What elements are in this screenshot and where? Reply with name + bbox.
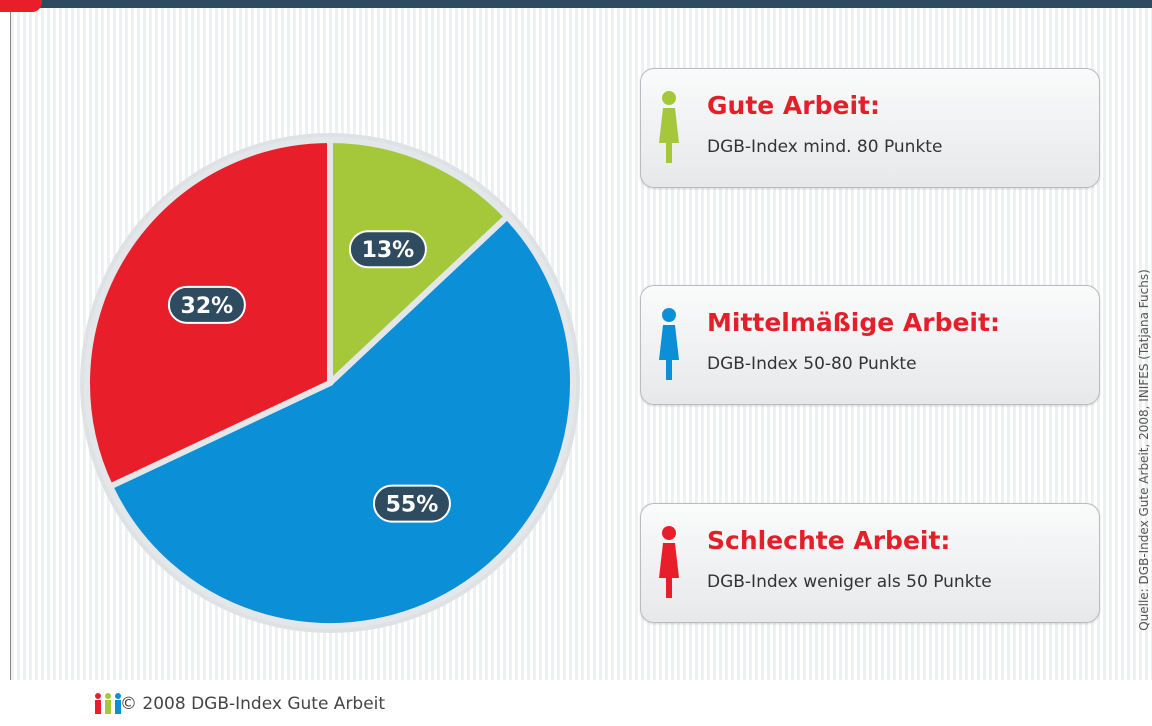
pie-slice — [106, 212, 576, 629]
icon-body — [659, 108, 679, 163]
icon-head — [662, 308, 676, 322]
icon-head — [662, 91, 676, 105]
value-label: 13% — [362, 238, 415, 263]
value-label-bg — [167, 285, 246, 324]
icon-body — [659, 543, 679, 598]
icon-head — [662, 526, 676, 540]
legend-description: DGB-Index 50-80 Punkte — [707, 354, 917, 374]
icon-body — [659, 325, 679, 380]
legend-item: Gute Arbeit: DGB-Index mind. 80 Punkte — [640, 68, 1100, 188]
legend-title: Gute Arbeit: — [707, 91, 880, 120]
legend-description: DGB-Index mind. 80 Punkte — [707, 137, 943, 157]
value-label-bg — [348, 230, 427, 269]
legend-icon — [659, 308, 679, 380]
legend-item: Schlechte Arbeit: DGB-Index weniger als 5… — [640, 503, 1100, 623]
legend-item: Mittelmäßige Arbeit: DGB-Index 50-80 Punk… — [640, 285, 1100, 405]
legend-title: Mittelmäßige Arbeit: — [707, 308, 1000, 337]
value-label-bg — [372, 484, 451, 523]
legend-icon — [659, 526, 679, 598]
value-label: 55% — [386, 493, 439, 518]
value-label: 32% — [181, 294, 234, 319]
legend-description: DGB-Index weniger als 50 Punkte — [707, 572, 992, 592]
top-tab — [0, 0, 42, 12]
legend-icon — [659, 91, 679, 163]
pie-chart: 13% 55% 32% — [80, 133, 580, 633]
top-bar — [0, 0, 1152, 8]
source: Quelle: DGB-Index Gute Arbeit, 2008, INI… — [1137, 269, 1151, 631]
footer: © 2008 DGB-Index Gute Arbeit — [120, 694, 386, 714]
footer-icon — [95, 693, 121, 714]
legend-title: Schlechte Arbeit: — [707, 526, 951, 555]
